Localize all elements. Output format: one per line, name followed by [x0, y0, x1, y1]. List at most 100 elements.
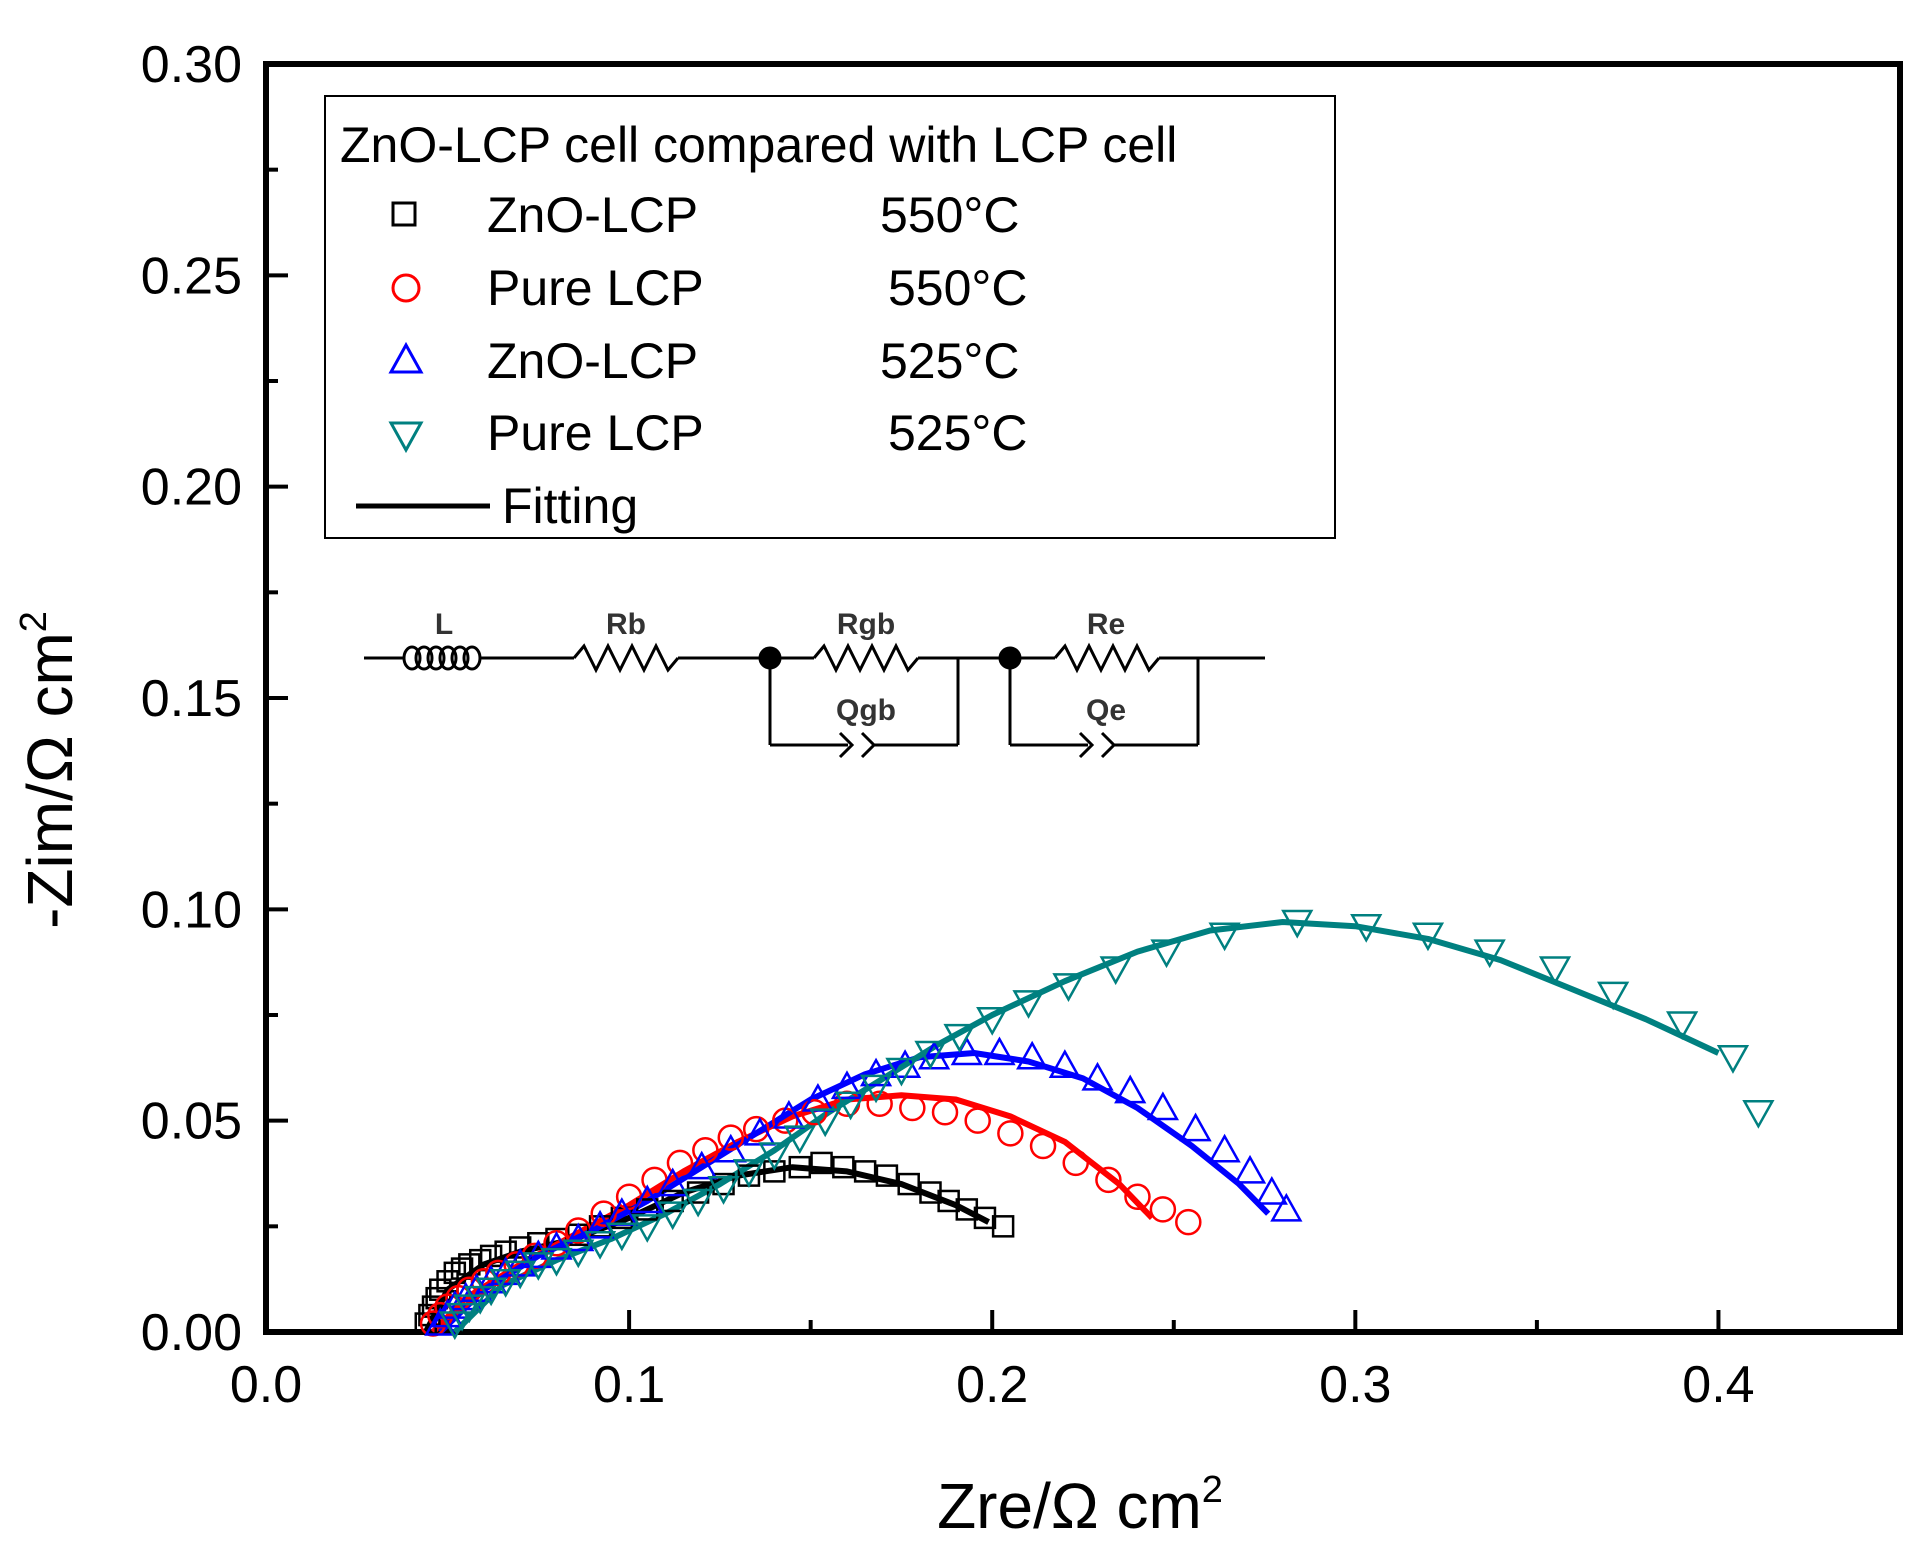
- data-point-s3: [583, 1230, 617, 1260]
- data-point-s0: [955, 1198, 979, 1221]
- data-point-s2: [656, 1167, 689, 1197]
- data-point-s0: [853, 1160, 877, 1183]
- legend-box: [324, 95, 1336, 539]
- data-point-s1: [692, 1137, 719, 1164]
- data-point-s1: [1029, 1132, 1057, 1160]
- data-point-s0: [832, 1155, 855, 1179]
- data-point-s2: [917, 1040, 951, 1070]
- data-point-s2: [714, 1133, 747, 1163]
- data-point-s3: [1538, 956, 1572, 986]
- data-points: [414, 909, 1775, 1341]
- data-point-s0: [763, 1160, 786, 1183]
- data-point-s3: [1597, 981, 1630, 1011]
- data-point-s3: [1281, 909, 1314, 939]
- data-point-s2: [1048, 1049, 1081, 1078]
- data-point-s3: [522, 1252, 555, 1281]
- data-point-s3: [562, 1239, 595, 1269]
- data-point-s2: [1233, 1154, 1267, 1184]
- resistor-Rb: [572, 642, 680, 674]
- data-point-s1: [1095, 1166, 1122, 1194]
- data-point-s3: [1208, 922, 1241, 952]
- data-point-s3: [885, 1057, 918, 1087]
- data-point-s3: [605, 1222, 638, 1252]
- data-point-s2: [983, 1036, 1016, 1066]
- data-point-s3: [489, 1269, 522, 1298]
- x-axis-title-sup: 2: [1202, 1469, 1223, 1511]
- data-point-s0: [991, 1215, 1015, 1238]
- legend-label-2: ZnO-LCP: [487, 333, 698, 389]
- data-point-s0: [973, 1206, 997, 1230]
- data-point-s3: [758, 1142, 791, 1172]
- data-point-s0: [875, 1164, 899, 1187]
- data-point-s0: [636, 1198, 659, 1221]
- data-point-s3: [540, 1247, 573, 1277]
- x-tick-label: 0.3: [1319, 1356, 1391, 1414]
- y-tick-label: 0.05: [141, 1093, 242, 1151]
- data-point-s1: [801, 1098, 828, 1126]
- legend-label-0: ZnO-LCP: [487, 187, 698, 243]
- legend-fitting-label: Fitting: [502, 478, 638, 534]
- data-point-s3: [1150, 939, 1183, 969]
- data-point-s3: [1052, 973, 1085, 1002]
- data-point-s1: [1124, 1183, 1151, 1210]
- x-tick-label: 0.2: [956, 1356, 1028, 1414]
- legend-label-1: Pure LCP: [487, 260, 704, 316]
- circuit-label-Qe: Qe: [1086, 694, 1126, 727]
- data-point-s3: [914, 1040, 947, 1070]
- data-point-s1: [717, 1124, 745, 1151]
- circuit-label-Qgb: Qgb: [836, 694, 896, 727]
- data-point-s2: [1146, 1091, 1180, 1121]
- data-point-s3: [631, 1214, 664, 1243]
- circuit-label-L: L: [435, 608, 453, 641]
- data-point-s3: [1411, 922, 1445, 952]
- data-point-s3: [656, 1201, 689, 1231]
- data-point-s3: [1666, 1011, 1699, 1041]
- data-point-s3: [732, 1159, 766, 1188]
- data-point-s3: [681, 1188, 715, 1218]
- data-point-s1: [666, 1149, 694, 1177]
- data-point-s2: [1081, 1061, 1114, 1091]
- data-point-s3: [445, 1302, 479, 1332]
- legend-title: ZnO-LCP cell compared with LCP cell: [340, 117, 1177, 173]
- data-point-s3: [453, 1294, 486, 1324]
- data-point-s3: [464, 1285, 497, 1315]
- circuit-label-Rb: Rb: [606, 608, 646, 641]
- data-point-s2: [1016, 1040, 1049, 1070]
- data-point-s1: [997, 1120, 1024, 1147]
- data-point-s2: [859, 1057, 893, 1087]
- resistor-Re: [1053, 642, 1161, 674]
- y-tick-label: 0.00: [141, 1304, 242, 1362]
- y-axis-title-sup: 2: [13, 611, 55, 632]
- data-point-s2: [631, 1184, 664, 1214]
- legend-marker-triangle-down: [388, 421, 424, 454]
- legend-marker-triangle-up: [388, 341, 424, 374]
- y-tick-label: 0.25: [141, 247, 242, 305]
- data-point-s2: [685, 1150, 718, 1180]
- data-point-s2: [1270, 1192, 1303, 1222]
- legend-temp-1: 550°C: [888, 260, 1028, 316]
- data-point-s1: [1149, 1196, 1177, 1223]
- data-point-s2: [830, 1070, 864, 1100]
- data-point-s3: [1099, 956, 1132, 986]
- data-point-s1: [590, 1200, 617, 1227]
- data-point-s2: [1179, 1112, 1212, 1142]
- data-point-s3: [474, 1277, 508, 1307]
- data-point-s0: [686, 1181, 710, 1204]
- x-tick-label: 0.1: [593, 1356, 665, 1414]
- data-point-s3: [809, 1108, 842, 1138]
- data-point-s0: [919, 1181, 942, 1204]
- data-point-s2: [540, 1230, 573, 1260]
- legend-temp-3: 525°C: [888, 405, 1028, 461]
- data-point-s3: [504, 1260, 537, 1290]
- data-point-s3: [1350, 913, 1383, 943]
- x-tick-label: 0.0: [230, 1356, 302, 1414]
- y-tick-label: 0.20: [141, 459, 242, 517]
- y-axis-title: -Zim/Ω cm2: [13, 611, 86, 929]
- fitting-curves: [423, 919, 1720, 1335]
- data-point-s0: [450, 1257, 474, 1280]
- data-point-s3: [1012, 990, 1045, 1019]
- data-point-s2: [1208, 1133, 1241, 1163]
- data-point-s3: [859, 1074, 893, 1104]
- y-tick-label: 0.10: [141, 881, 242, 939]
